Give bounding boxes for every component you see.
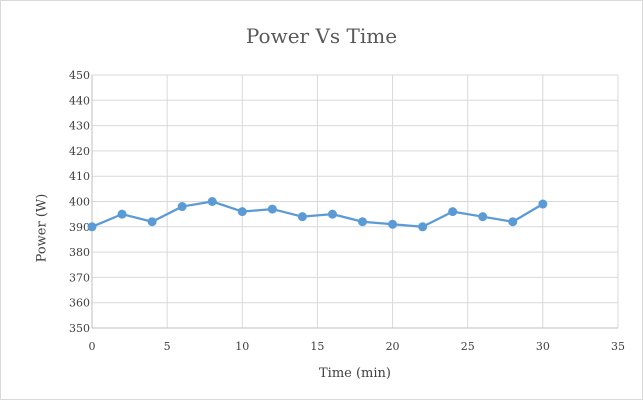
chart-title: Power Vs Time [245,24,398,48]
data-point [87,222,97,232]
data-point [508,217,518,227]
x-axis-label: Time (min) [319,366,391,381]
y-tick-label: 440 [69,94,90,107]
y-tick-label: 380 [69,246,90,259]
data-point [478,212,488,222]
y-tick-label: 390 [69,221,90,234]
y-tick-label: 350 [69,322,90,335]
data-point [358,217,368,227]
x-tick-label: 10 [235,340,249,353]
x-tick-label: 30 [536,340,550,353]
x-tick-label: 0 [89,340,96,353]
x-tick-label: 25 [461,340,475,353]
x-tick-label: 20 [386,340,400,353]
data-point [388,219,398,229]
data-point [147,217,157,227]
y-tick-label: 420 [69,145,90,158]
y-tick-label: 400 [69,196,90,209]
x-tick-label: 5 [164,340,171,353]
x-tick-label: 35 [611,340,625,353]
y-tick-label: 360 [69,297,90,310]
y-tick-label: 370 [69,271,90,284]
y-tick-label: 430 [69,120,90,133]
axes [91,75,618,329]
data-point [177,202,187,212]
y-tick-label: 450 [69,69,90,82]
tick-labels: 350 360 370 380 390 400 410 420 430 440 450 0 5 10 15 2… [69,69,625,353]
data-point [538,199,548,209]
y-tick-label: 410 [69,170,90,183]
grid-lines [91,74,619,329]
series [87,197,548,232]
data-point [267,204,277,214]
data-point [448,207,458,217]
data-point [237,207,247,217]
data-point [297,212,307,222]
data-point [418,222,428,232]
data-point [207,197,217,206]
data-point [327,209,337,219]
data-point [117,209,127,219]
series-line [91,200,544,228]
x-tick-label: 15 [310,340,324,353]
